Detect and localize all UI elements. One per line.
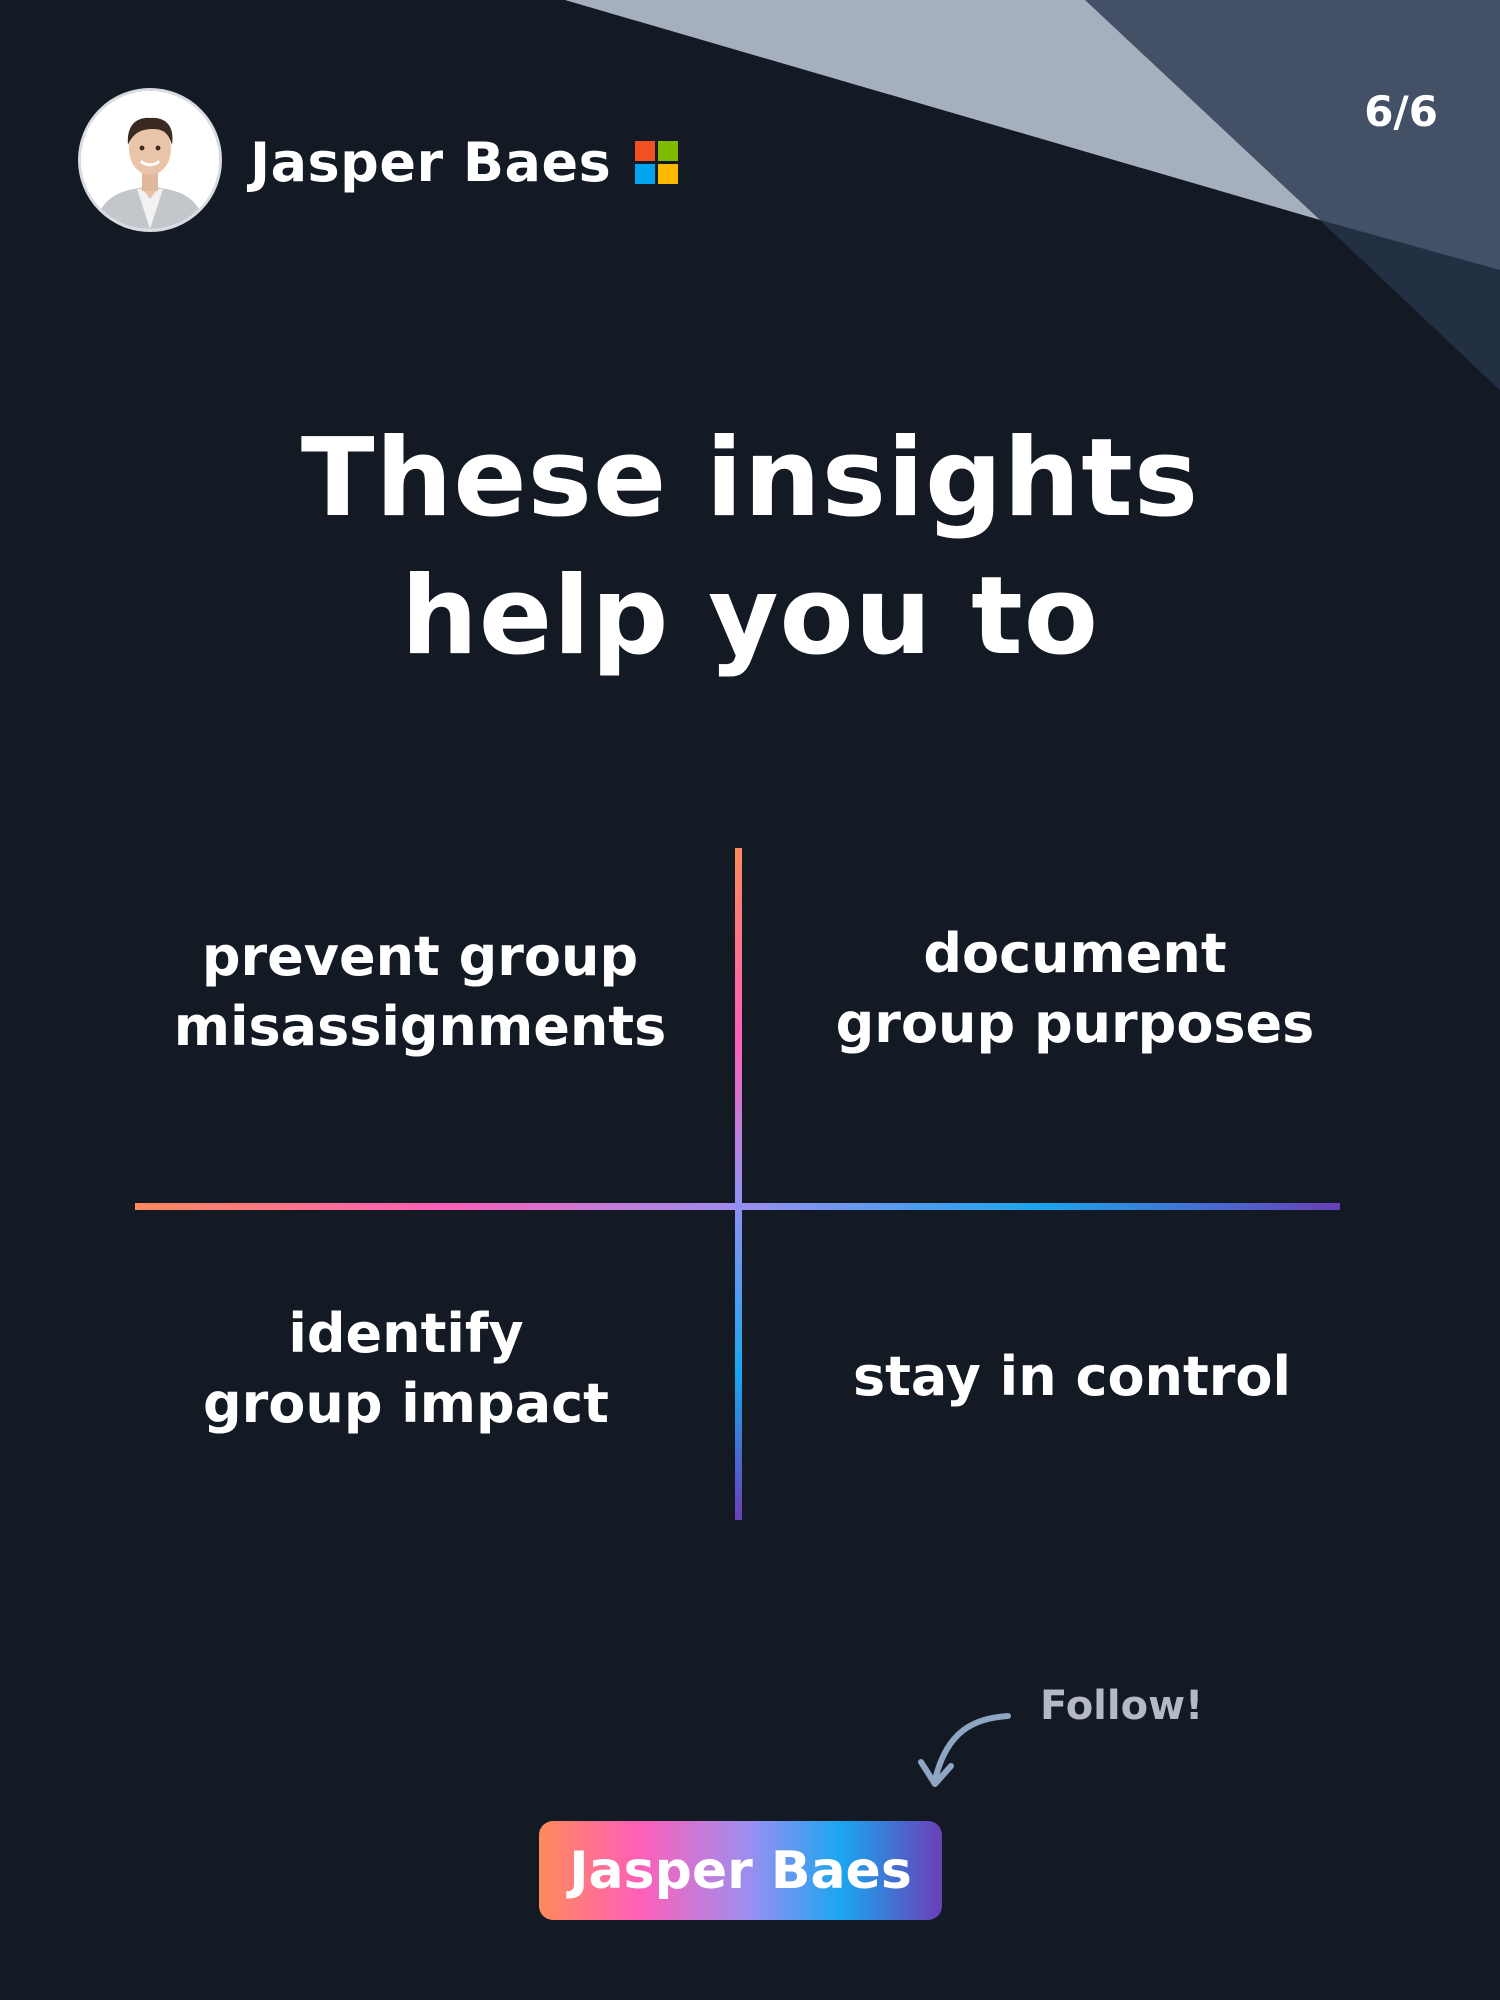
quadrant-top-left: prevent group misassignments bbox=[120, 922, 720, 1062]
title-line: These insights bbox=[300, 416, 1200, 541]
page-indicator: 6/6 bbox=[1364, 87, 1438, 136]
quadrant-line: stay in control bbox=[852, 1345, 1292, 1408]
quadrant-bottom-right: stay in control bbox=[772, 1342, 1372, 1412]
quadrant-line: prevent group bbox=[201, 925, 639, 988]
quadrant-bottom-left: identify group impact bbox=[106, 1299, 706, 1439]
follow-hint: Follow! bbox=[1040, 1683, 1204, 1729]
quadrant-line: group impact bbox=[203, 1372, 609, 1435]
author-name: Jasper Baes bbox=[250, 131, 612, 194]
quadrant-top-right: document group purposes bbox=[775, 919, 1375, 1059]
quadrant-line: document bbox=[923, 922, 1227, 985]
title-line: help you to bbox=[401, 554, 1099, 679]
follow-button[interactable]: Jasper Baes bbox=[539, 1821, 942, 1920]
quadrant-line: identify bbox=[288, 1302, 524, 1365]
follow-button-label: Jasper Baes bbox=[569, 1840, 912, 1901]
page-title: These insights help you to bbox=[150, 410, 1350, 686]
curved-arrow-icon bbox=[918, 1713, 1011, 1787]
avatar bbox=[78, 88, 222, 232]
vertical-divider bbox=[735, 848, 742, 1520]
quadrant-line: group purposes bbox=[835, 992, 1315, 1055]
quadrant-line: misassignments bbox=[173, 995, 667, 1058]
microsoft-logo-icon bbox=[635, 141, 678, 184]
profile-photo-icon bbox=[81, 91, 219, 229]
